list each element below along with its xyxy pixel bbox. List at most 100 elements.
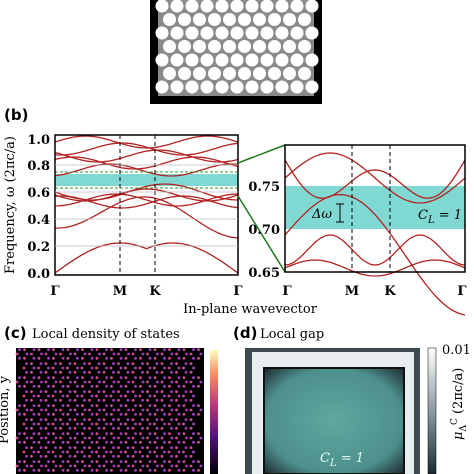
ldos-dot [139,412,142,416]
ldos-dot [139,404,142,408]
ldos-dot [59,352,62,356]
ldos-dot [112,418,115,422]
ldos-dot [155,418,159,422]
ldos-dot [127,380,130,384]
ldos-dot [25,408,29,412]
ldos-dot [76,366,79,370]
ldos-dot [80,366,84,370]
ldos-dot [69,380,72,384]
ldos-dot [66,468,70,472]
ldos-dot [163,450,166,454]
ldos-dot [175,436,178,440]
ldos-dot [83,426,86,430]
ldos-dot [189,390,193,394]
y-tick-label: 0.2 [27,240,50,255]
ldos-dot [146,454,149,458]
ldos-dot [131,390,135,394]
ldos-dot [37,460,41,464]
ldos-dot [98,408,101,412]
ldos-dot [192,356,195,360]
band [54,156,239,170]
ldos-dot [102,446,106,450]
ldos-dot [25,352,29,356]
ldos-dot [76,432,79,436]
x-tick-label: Γ [233,284,243,299]
ldos-dot [76,394,79,398]
ldos-dot [170,380,174,384]
ldos-dot [112,464,116,468]
ldos-dot [141,398,144,402]
band [284,193,466,316]
ldos-dot [119,356,123,360]
ldos-dot [88,370,91,374]
ldos-dot [61,404,65,408]
hole [268,40,281,53]
hole [230,53,244,67]
ldos-dot [109,422,113,426]
hole [260,26,274,40]
ldos-dot [124,384,128,388]
ldos-dot [184,398,188,402]
ldos-dot [177,468,181,472]
ldos-dot [83,370,86,374]
ldos-dot [32,356,36,360]
ldos-dot [117,390,120,394]
ldos-dot [32,440,36,444]
ldos-dot [81,460,84,464]
ldos-dot [88,380,91,384]
text-part: = 1 [337,451,364,466]
ldos-dot [25,418,28,422]
ldos-dot [68,362,72,366]
ldos-dot [37,376,41,380]
ldos-dot [168,468,171,472]
ldos-dot [138,366,142,370]
ldos-dot [73,352,77,356]
ldos-dot [97,418,101,422]
chern-label: CL = 1 [418,208,462,226]
ldos-dot [76,440,79,444]
ldos-dot [30,352,33,356]
ldos-dot [88,418,91,422]
hole [283,13,296,26]
ldos-dot [168,404,171,408]
ldos-dot [30,362,33,366]
ldos-dot [95,404,99,408]
ldos-dot [185,408,188,412]
ldos-dot [18,432,21,436]
ldos-dot [73,426,77,430]
ldos-dot [102,362,106,366]
ldos-dot [22,394,26,398]
zoom-connector [237,195,286,273]
hole [290,26,304,40]
hole [178,13,191,26]
ldos-dot [18,404,21,408]
ldos-dot [139,376,142,380]
ldos-dot [182,366,185,370]
ldos-dot [117,426,120,430]
ldos-dot [59,380,62,384]
x-tick-label: Γ [457,284,467,299]
ldos-dot [148,348,152,352]
ldos-dot [112,408,116,412]
band [54,142,239,156]
ldos-dot [146,446,149,450]
ldos-dot [83,418,86,422]
ldos-dot [51,366,55,370]
ldos-dot [168,356,171,360]
ldos-dot [146,426,149,430]
ldos-dot [47,376,50,380]
ldos-dot [141,436,145,440]
ldos-dot [95,440,99,444]
ldos-dot [97,390,101,394]
ldos-dot [88,454,91,458]
ldos-dot [170,408,174,412]
ldos-dot [25,454,28,458]
ldos-dot [59,426,62,430]
ldos-dot [170,398,173,402]
ldos-dot [192,422,195,426]
ldos-dot [47,468,50,472]
ldos-dot [23,404,26,408]
ldos-dot [30,446,33,450]
ldos-dot [105,450,108,454]
text-part: Λ [459,425,469,433]
